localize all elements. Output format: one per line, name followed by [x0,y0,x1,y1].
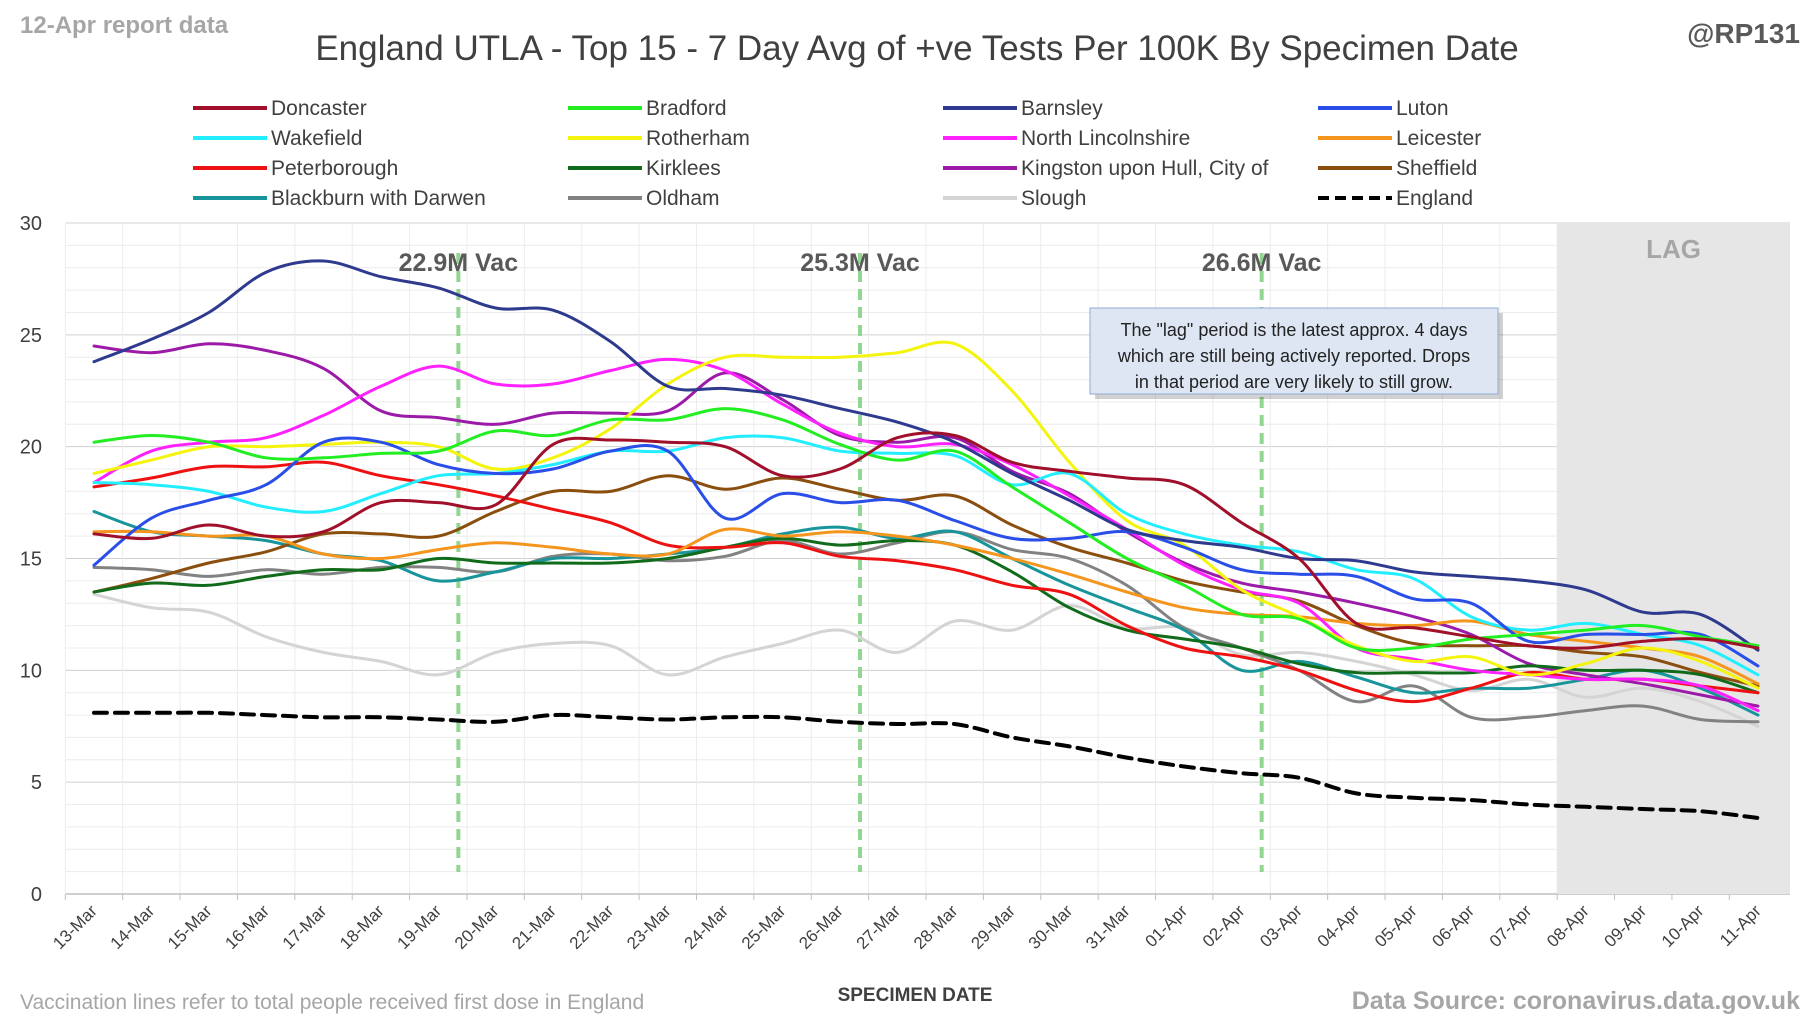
legend-label: Luton [1396,97,1449,120]
y-tick-label: 0 [31,884,42,906]
legend-label: Bradford [646,97,727,120]
lag-label: LAG [1646,234,1701,264]
legend-label: England [1396,187,1473,210]
series-lines [92,259,1760,820]
lag-shading [1557,223,1790,894]
report-note: 12-Apr report data [20,12,229,39]
legend-label: Rotherham [646,127,750,150]
annotation-line-2: which are still being actively reported.… [1117,346,1470,366]
series-line [92,342,1760,708]
legend-label: Kingston upon Hull, City of [1021,157,1269,180]
annotation-line-3: in that period are very likely to still … [1135,372,1453,392]
annotation-box [1089,307,1499,395]
lag-annotation-box: The "lag" period is the latest approx. 4… [1089,307,1503,399]
series-line [92,474,1760,688]
handle: @RP131 [1687,18,1800,49]
series-line [92,460,1760,704]
vaccination-note: Vaccination lines refer to total people … [20,991,644,1014]
vaccination-markers: 22.9M Vac 25.3M Vac 26.6M Vac [399,249,1322,872]
y-tick-label: 5 [31,772,42,794]
legend-label: Barnsley [1021,97,1103,120]
legend-label: Leicester [1396,127,1481,150]
y-tick-label: 10 [20,660,42,682]
series-line [92,436,1760,668]
y-tick-label: 30 [20,213,42,235]
series-line [92,407,1760,653]
legend-label: North Lincolnshire [1021,127,1190,150]
legend-label: Slough [1021,187,1086,210]
series-line [92,710,1760,820]
vaccination-label: 25.3M Vac [800,249,920,277]
chart-title: England UTLA - Top 15 - 7 Day Avg of +ve… [315,29,1518,68]
legend-label: Sheffield [1396,157,1477,180]
data-source: Data Source: coronavirus.data.gov.uk [1352,987,1800,1015]
legend: Doncaster Bradford Barnsley Luton Wakefield R… [193,97,1481,210]
legend-label: Peterborough [271,157,398,180]
y-tick-label: 20 [20,437,42,459]
series-line [92,527,1760,686]
legend-label: Oldham [646,187,720,210]
legend-label: Kirklees [646,157,721,180]
legend-label: Wakefield [271,127,362,150]
vaccination-label: 26.6M Vac [1202,249,1322,277]
y-tick-label: 15 [20,549,42,571]
vaccination-label: 22.9M Vac [399,249,519,277]
legend-label: Blackburn with Darwen [271,187,486,210]
gridlines [64,222,1790,895]
series-line [92,357,1760,713]
x-axis-label: SPECIMEN DATE [838,985,993,1006]
series-line [92,592,1760,728]
series-line [92,259,1760,652]
lag-region: LAG [1557,223,1790,894]
series-line [92,431,1760,650]
y-tick-label: 25 [20,325,42,347]
legend-label: Doncaster [271,97,367,120]
series-line [92,434,1760,677]
annotation-line-1: The "lag" period is the latest approx. 4… [1121,320,1468,340]
